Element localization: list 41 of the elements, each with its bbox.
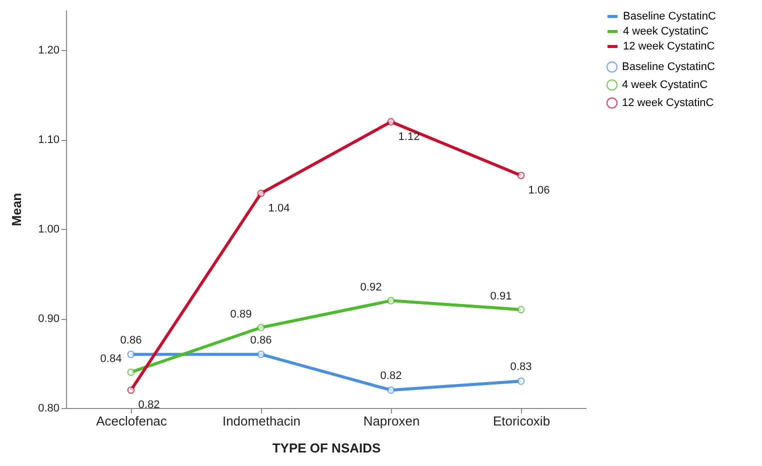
- point: [257, 350, 265, 358]
- y-tick-label: 0.90: [38, 313, 60, 326]
- data-label: 0.86: [250, 334, 272, 346]
- point: [387, 296, 395, 304]
- point: [517, 172, 525, 180]
- data-label: 0.82: [380, 370, 402, 382]
- data-label: 1.12: [398, 130, 420, 143]
- x-tick-label: Naproxen: [363, 414, 420, 428]
- point: [517, 306, 525, 314]
- y-tick-label: 0.80: [38, 402, 60, 414]
- x-tick-label: Indomethacin: [222, 414, 301, 428]
- text: 12 week CystatinC: [623, 40, 715, 52]
- y-axis-title: Mean: [9, 192, 24, 226]
- point: [387, 118, 395, 126]
- point: [387, 386, 395, 394]
- y-tick-label: 1.10: [38, 134, 60, 146]
- data-label: 0.86: [120, 334, 142, 346]
- y-tick-label: 1.20: [38, 44, 60, 57]
- legend-label: 12 week CystatinC: [622, 97, 714, 109]
- x-tick-label: Etoricoxib: [492, 414, 550, 428]
- y-tick-label: 1.00: [38, 224, 60, 236]
- data-label: 0.92: [360, 282, 382, 294]
- point: [257, 324, 265, 332]
- point: [127, 386, 135, 394]
- data-label: 0.82: [138, 399, 160, 412]
- text: Baseline CystatinC: [623, 10, 716, 22]
- point: [127, 368, 135, 376]
- legend-label: Baseline CystatinC: [622, 61, 715, 73]
- data-label: 0.84: [100, 353, 122, 366]
- point: [517, 377, 525, 385]
- data-label: 1.04: [268, 202, 290, 214]
- data-label: 0.89: [230, 308, 252, 321]
- text: 4 week CystatinC: [623, 26, 709, 38]
- data-label: 1.06: [528, 184, 550, 196]
- x-axis-title: TYPE OF NSAIDS: [272, 440, 381, 456]
- legend-label: 4 week CystatinC: [622, 79, 708, 91]
- data-label: 0.83: [510, 361, 532, 374]
- data-label: 0.91: [490, 290, 512, 303]
- point: [257, 190, 265, 198]
- x-tick-label: Aceclofenac: [96, 414, 168, 428]
- point: [127, 350, 135, 358]
